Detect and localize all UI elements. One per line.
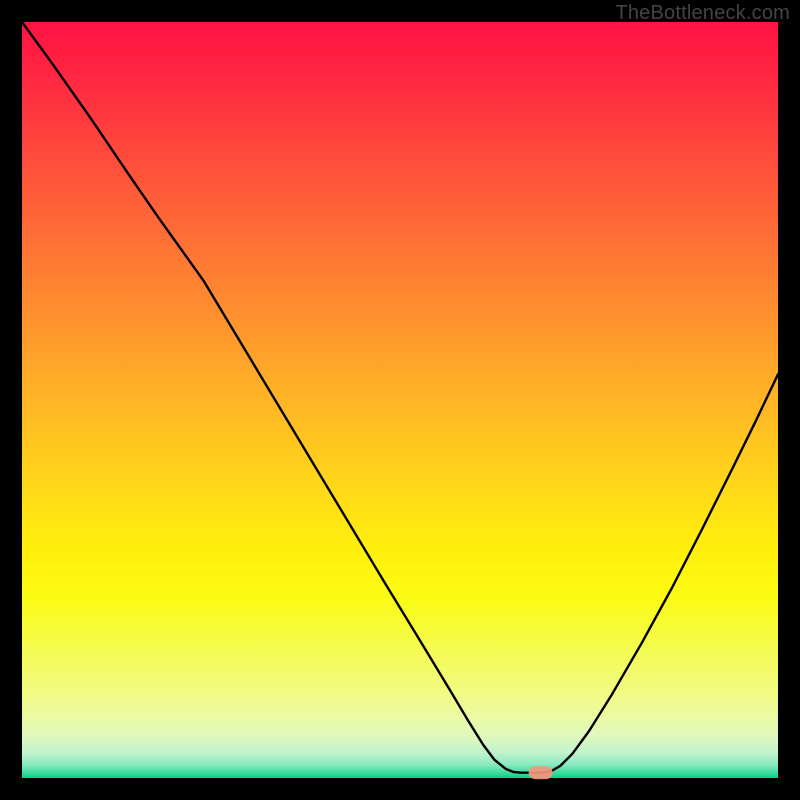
plot-background-gradient: [22, 22, 778, 778]
bottleneck-chart: [0, 0, 800, 800]
optimal-marker: [529, 766, 553, 779]
chart-stage: TheBottleneck.com: [0, 0, 800, 800]
